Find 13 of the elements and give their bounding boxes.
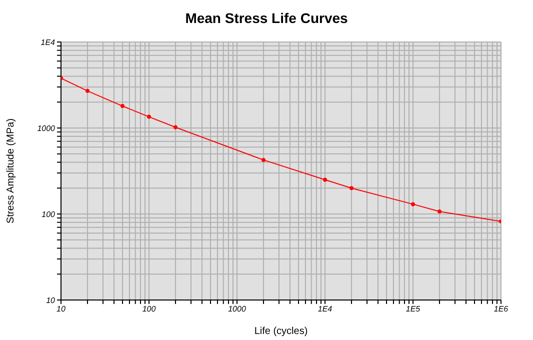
chart-title: Mean Stress Life Curves: [184, 10, 349, 26]
x-tick-label: 1000: [228, 304, 246, 314]
x-axis-title: Life (cycles): [254, 326, 308, 337]
y-axis-title: Stress Amplitude (MPa): [6, 118, 17, 224]
x-tick-label: 100: [142, 304, 156, 314]
y-tick-label: 100: [42, 210, 56, 219]
y-tick-label: 1000: [37, 124, 56, 133]
y-tick-label: 10: [46, 296, 56, 305]
x-tick-label: 1E4: [318, 304, 333, 314]
y-tick-label: 1E4: [40, 38, 56, 47]
x-tick-label: 1E6: [494, 304, 509, 314]
x-tick-label: 10: [56, 304, 66, 314]
x-tick-label: 1E5: [406, 304, 421, 314]
